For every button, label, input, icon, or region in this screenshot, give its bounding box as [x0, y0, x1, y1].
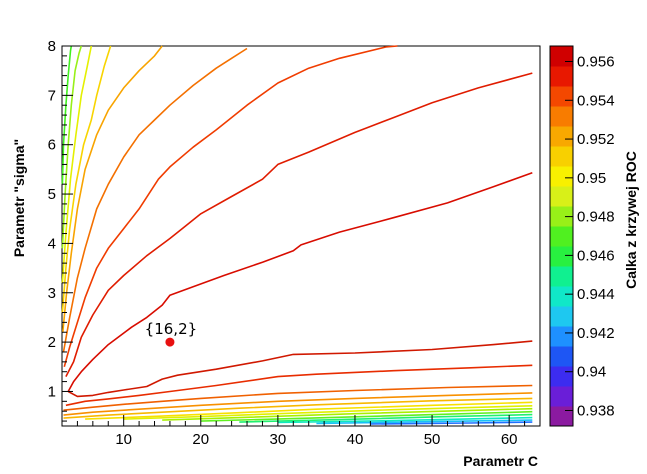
y-tick-label: 2	[48, 334, 56, 351]
contour-line-5	[85, 401, 533, 420]
color-scale-label: 0.956	[577, 54, 615, 71]
color-scale-step	[550, 166, 573, 187]
color-scale-step	[550, 106, 573, 127]
color-scale-step	[550, 406, 573, 427]
color-scale-step	[550, 266, 573, 287]
contour-line-10	[277, 416, 533, 424]
point-marker	[165, 337, 175, 347]
x-tick-label: 10	[115, 431, 132, 448]
contour-line-2	[63, 384, 533, 411]
marker-label: {16,2}	[145, 320, 198, 338]
contour-line-13	[67, 172, 533, 392]
color-scale-title: Calka z krzywej ROC	[623, 151, 639, 289]
color-scale-step	[550, 146, 573, 167]
contour-line-0	[67, 340, 533, 398]
color-scale-label: 0.95	[577, 170, 606, 187]
color-scale-label: 0.938	[577, 402, 615, 419]
color-scale-label: 0.954	[577, 92, 615, 109]
contour-line-4	[63, 397, 533, 419]
contour-line-9	[239, 413, 533, 423]
color-scale-step	[550, 346, 573, 367]
color-scale-step	[550, 186, 573, 207]
color-scale-step	[550, 206, 573, 227]
contour-line-16	[62, 47, 248, 353]
y-tick-label: 3	[48, 285, 56, 302]
marker-group: {16,2}	[145, 320, 198, 347]
color-scale-step	[550, 246, 573, 267]
x-axis: 10 20 30 40 50 60	[61, 415, 541, 448]
contour-line-14	[65, 72, 533, 377]
y-tick-label: 8	[48, 38, 56, 55]
color-scale-label: 0.942	[577, 325, 615, 342]
contour-lines	[61, 45, 533, 425]
color-scale-step	[550, 286, 573, 307]
contour-line-6	[123, 405, 533, 420]
x-tick-label: 20	[192, 431, 209, 448]
contour-line-18	[61, 45, 112, 313]
contour-line-17	[62, 45, 163, 333]
y-axis: 1 2 3 4 5 6 7 8	[48, 38, 73, 422]
contour-line-1	[65, 364, 533, 407]
y-tick-label: 7	[48, 87, 56, 104]
color-scale-legend: 0.938 0.94 0.942 0.944 0.946 0.948 0.95 0.952 0.…	[549, 45, 615, 427]
color-scale-step	[550, 86, 573, 107]
x-tick-label: 30	[270, 431, 287, 448]
color-scale-step	[550, 46, 573, 67]
color-scale-step	[550, 226, 573, 247]
y-tick-label: 6	[48, 137, 56, 154]
color-scale-label: 0.948	[577, 209, 615, 226]
x-axis-title: Parametr C	[463, 453, 538, 469]
plot-frame	[61, 45, 541, 427]
color-scale-label: 0.952	[577, 131, 615, 148]
color-scale-step	[550, 366, 573, 387]
y-tick-label: 1	[48, 383, 56, 400]
color-scale-step	[550, 66, 573, 87]
color-scale-label: 0.94	[577, 364, 606, 381]
color-scale-frame	[549, 45, 574, 427]
color-scale-bar	[550, 46, 573, 427]
contour-line-3	[63, 392, 533, 416]
contour-line-15	[63, 45, 398, 368]
x-tick-label: 50	[424, 431, 441, 448]
color-scale-step	[550, 386, 573, 407]
color-scale-ticks: 0.938 0.94 0.942 0.944 0.946 0.948 0.95 0.952 0.…	[565, 54, 615, 419]
color-scale-label: 0.946	[577, 247, 615, 264]
color-scale-label: 0.944	[577, 286, 615, 303]
y-axis-title: Parametr "sigma"	[11, 139, 27, 257]
x-tick-label: 60	[501, 431, 518, 448]
color-scale-step	[550, 126, 573, 147]
y-tick-label: 4	[48, 235, 56, 252]
plot-area: 10 20 30 40 50 60 1 2 3 4 5 6 7 8 {16,2}	[48, 38, 541, 448]
contour-line-21	[61, 45, 73, 185]
contour-line-12	[370, 421, 533, 425]
color-scale-step	[550, 326, 573, 347]
color-scale-step	[550, 306, 573, 327]
y-tick-label: 5	[48, 186, 56, 203]
x-tick-label: 40	[347, 431, 364, 448]
